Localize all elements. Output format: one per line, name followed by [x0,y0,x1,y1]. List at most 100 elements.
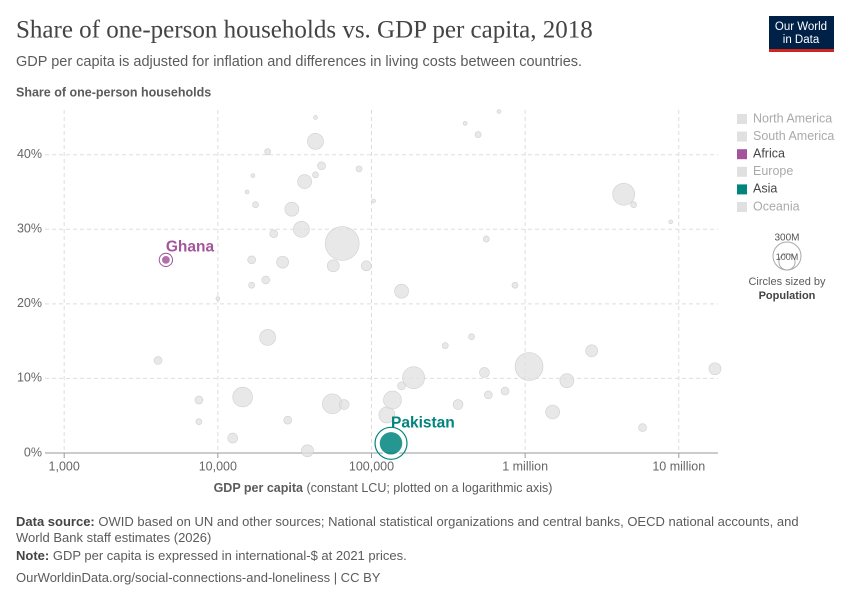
point [397,381,406,391]
x-axis-label-main: GDP per capita [214,481,304,495]
point [511,281,519,289]
size-legend-label: 300M [774,233,799,244]
logo-text: in Data [783,34,820,46]
y-tick-label: 0% [24,445,42,459]
point [195,418,203,426]
point [441,342,449,349]
point [559,373,575,388]
point-label: Ghana [166,238,215,255]
logo-text: Our World [775,21,827,33]
x-tick-label: 1 million [502,459,548,473]
point [482,235,490,243]
point [317,161,326,171]
highlight-ring [374,426,408,460]
point [402,366,425,389]
point [264,148,271,156]
point [612,182,635,206]
point [297,174,312,189]
point [259,329,276,346]
legend-label: Oceania [753,199,800,213]
point [484,390,493,400]
point [474,131,482,138]
point [371,198,376,204]
point [326,259,340,273]
size-legend-circle [778,253,796,271]
point [232,386,253,408]
point [338,399,350,410]
legend-swatch [737,166,747,177]
size-legend-variable: Population [759,290,816,302]
size-legend-title: Circles sized by [748,276,826,288]
legend-swatch [737,184,747,195]
point [394,283,409,299]
legend-label: Africa [753,146,785,160]
point [284,201,300,217]
point [248,281,255,289]
point [500,386,510,396]
point [630,201,637,209]
note: Note: GDP per capita is expressed in int… [16,548,826,564]
y-tick-label: 40% [17,147,42,161]
point [668,219,674,225]
point [227,432,239,444]
source-label: Data source: [16,514,95,529]
point [462,121,468,126]
point [313,115,318,120]
legend-swatch [737,114,747,124]
point [247,255,256,265]
point [307,133,324,150]
legend-swatch [737,202,747,212]
x-tick-label: 100,000 [349,459,394,473]
point [468,333,475,341]
chart-title: Share of one-person households vs. GDP p… [16,17,593,44]
point [160,254,172,266]
size-legend-label: 100M [776,252,799,262]
url: OurWorldinData.org/social-connections-an… [16,570,381,585]
point [545,404,560,420]
highlight-ring [158,252,174,268]
x-axis-label: GDP per capita (constant LCU; plotted on… [214,481,553,495]
x-tick-label: 10,000 [199,459,237,473]
legend-swatch [737,149,747,160]
point [312,171,319,179]
logo-bar [769,49,834,52]
legend-label: South America [753,129,834,143]
legend-label: Asia [753,182,777,196]
point [452,399,464,410]
note-label: Note: [16,548,50,563]
point [244,189,250,195]
point [194,395,204,405]
point [324,226,360,261]
source: Data source: OWID based on UN and other … [16,514,826,546]
point [293,221,310,238]
point [283,415,292,425]
point [361,260,372,272]
x-tick-label: 10 million [652,459,705,473]
point [378,430,404,457]
logo [769,16,834,50]
note-text: GDP per capita is expressed in internati… [52,548,407,563]
point [383,390,402,410]
x-tick-label: 1,000 [49,459,80,473]
y-axis-label: Share of one-person households [16,85,211,99]
source-text: OWID based on UN and other sources; Nati… [16,514,799,545]
point [252,201,259,209]
y-tick-label: 10% [17,371,42,385]
y-tick-label: 30% [17,222,42,236]
point [269,229,278,239]
point [153,356,163,365]
point [479,367,490,378]
point [638,423,647,432]
y-tick-label: 20% [17,296,42,310]
x-axis-label-note: (constant LCU; plotted on a logarithmic … [306,481,552,495]
point [250,173,256,178]
point [496,109,502,114]
point [215,296,221,301]
point [355,165,363,173]
chart-subtitle: GDP per capita is adjusted for inflation… [16,54,582,70]
point [276,255,289,269]
point [514,352,544,381]
point [708,362,722,376]
